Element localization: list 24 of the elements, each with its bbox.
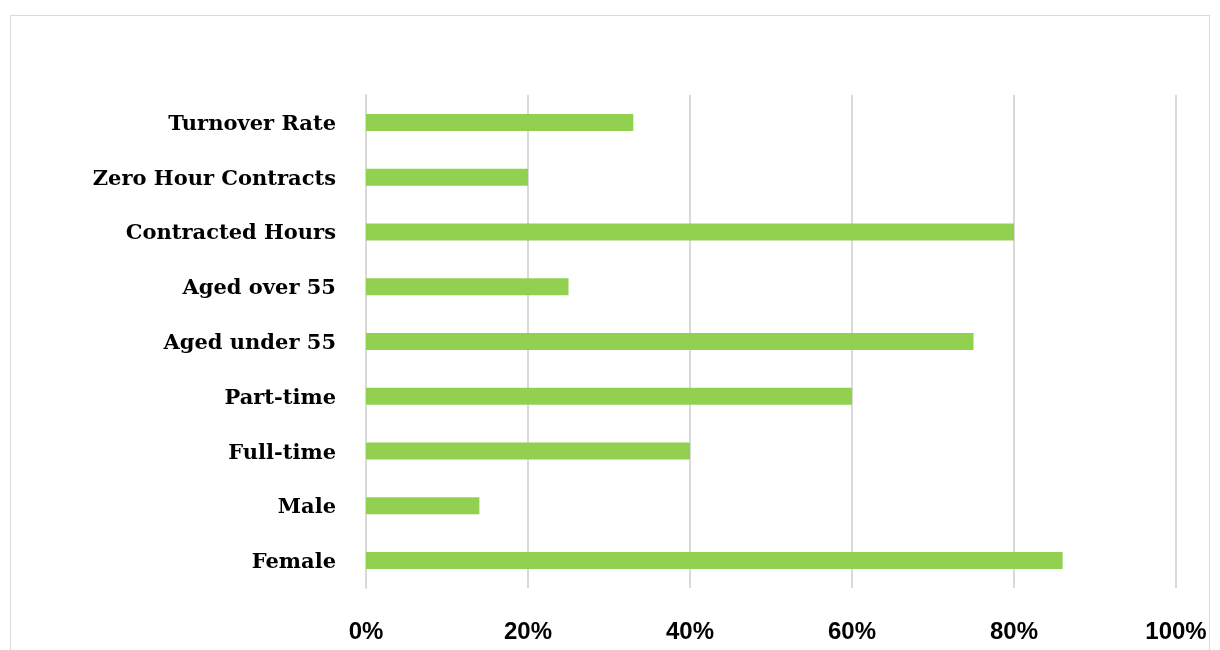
bar (366, 168, 528, 186)
y-tick-label: Aged over 55 (181, 274, 336, 300)
y-tick-label: Male (277, 493, 336, 519)
bar (366, 442, 690, 460)
x-tick-label: 40% (665, 616, 715, 644)
bar (366, 223, 1014, 241)
x-tick-label: 60% (827, 616, 877, 644)
y-tick-label: Turnover Rate (168, 109, 336, 135)
x-tick-label: 80% (989, 616, 1039, 644)
bar (366, 333, 974, 350)
bar (366, 552, 1063, 570)
y-tick-label: Contracted Hours (125, 219, 336, 245)
x-tick-label: 0% (348, 616, 384, 644)
y-tick-label: Zero Hour Contracts (92, 164, 336, 190)
y-tick-label: Aged under 55 (162, 329, 336, 354)
y-tick-label: Part-time (224, 383, 336, 409)
bar (366, 387, 852, 405)
bar (366, 497, 480, 515)
x-tick-label: 100% (1145, 616, 1207, 644)
x-tick-label: 20% (503, 616, 553, 644)
y-tick-label: Full-time (228, 438, 336, 464)
y-tick-label: Female (251, 548, 336, 574)
bar (366, 278, 569, 296)
bar (366, 113, 634, 131)
